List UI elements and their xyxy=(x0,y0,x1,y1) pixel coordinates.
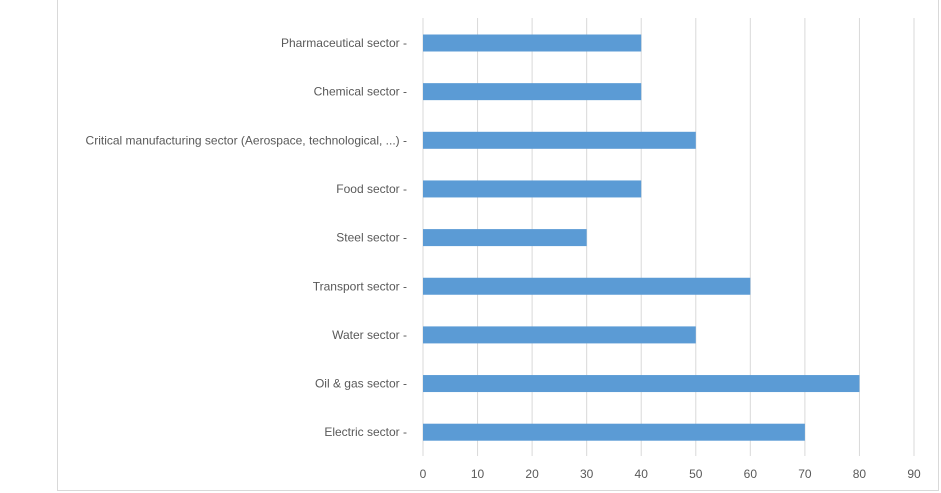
x-tick-label: 10 xyxy=(471,467,485,481)
x-tick-label: 80 xyxy=(853,467,867,481)
x-tick-label: 90 xyxy=(907,467,921,481)
x-tick-label: 40 xyxy=(635,467,649,481)
x-tick-label: 50 xyxy=(689,467,703,481)
bar xyxy=(423,326,696,344)
category-label: Chemical sector - xyxy=(314,85,407,99)
bar xyxy=(423,34,642,52)
x-tick-label: 60 xyxy=(744,467,758,481)
bar xyxy=(423,131,696,149)
category-label: Pharmaceutical sector - xyxy=(281,36,407,50)
category-label: Transport sector - xyxy=(313,279,407,293)
x-tick-label: 0 xyxy=(420,467,427,481)
bar xyxy=(423,180,642,198)
bar xyxy=(423,229,587,247)
category-label: Electric sector - xyxy=(324,425,407,439)
x-tick-labels: 0 10 20 30 40 50 60 70 80 90 xyxy=(420,467,921,481)
x-tick-label: 30 xyxy=(580,467,594,481)
bar xyxy=(423,277,751,295)
category-label: Water sector - xyxy=(332,328,407,342)
category-label: Oil & gas sector - xyxy=(315,377,407,391)
bar xyxy=(423,423,805,441)
category-label: Food sector - xyxy=(336,182,407,196)
category-labels: Pharmaceutical sector - Chemical sector -… xyxy=(86,36,407,439)
bar xyxy=(423,375,860,393)
category-label: Steel sector - xyxy=(336,231,407,245)
x-tick-label: 20 xyxy=(525,467,539,481)
bar xyxy=(423,83,642,101)
category-label: Critical manufacturing sector (Aerospace… xyxy=(86,133,407,147)
bars xyxy=(423,34,860,441)
x-tick-label: 70 xyxy=(798,467,812,481)
